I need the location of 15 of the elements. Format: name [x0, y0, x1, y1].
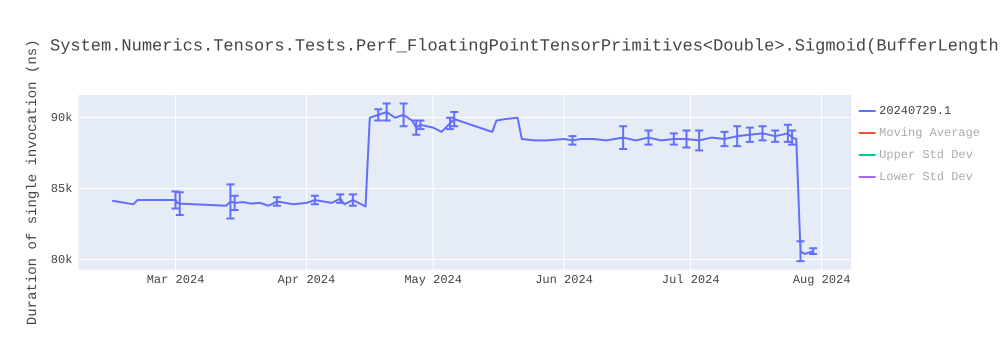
y-tick-label: 80k [50, 252, 72, 267]
x-tick-label: Jul 2024 [662, 272, 720, 287]
y-tick-label: 85k [50, 182, 72, 196]
chart-title: System.Numerics.Tensors.Tests.Perf_FloatingPointTensorPrimitives<Double>.Sigmoid(BufferLength [50, 38, 999, 56]
y-tick-label: 90k [50, 110, 72, 125]
x-tick-label: May 2024 [404, 272, 462, 287]
legend-label: Lower Std Dev [879, 170, 973, 184]
y-axis-title: Duration of single invocation (ns) [25, 39, 42, 326]
x-tick-label: Jun 2024 [535, 272, 593, 287]
x-tick-label: Apr 2024 [278, 272, 336, 287]
x-tick-label: Mar 2024 [146, 272, 204, 287]
legend-label: Moving Average [879, 126, 980, 140]
x-tick-label: Aug 2024 [792, 272, 850, 287]
legend-label: 20240729.1 [879, 104, 952, 118]
legend-label: Upper Std Dev [879, 148, 973, 162]
